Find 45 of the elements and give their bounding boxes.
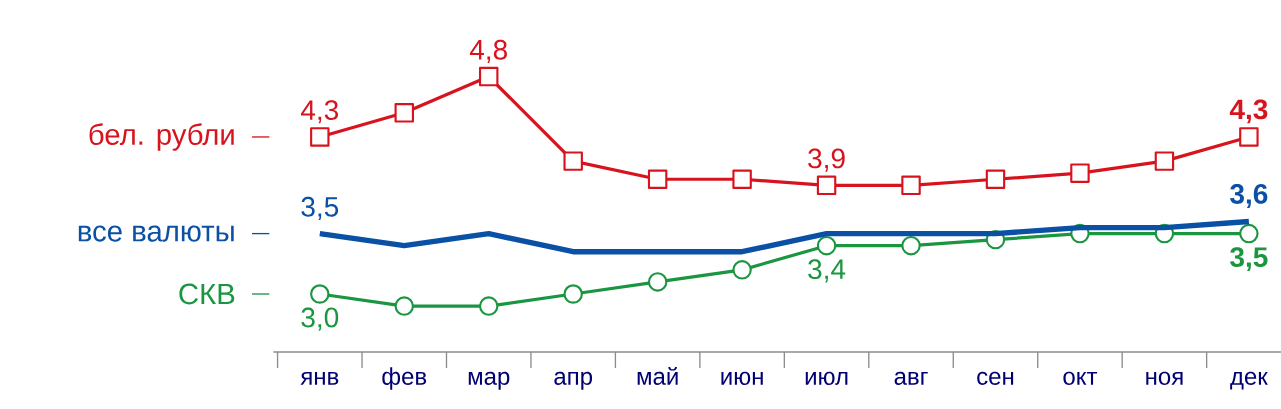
x-tick-label: окт [1063,371,1098,385]
point [732,169,752,189]
data-label: 4,3 [1229,99,1268,124]
point [901,175,921,196]
point [732,260,752,280]
point [563,151,583,171]
x-tick-label: июн [721,371,763,385]
x-tick-label: янв [300,372,339,385]
data-label: 4,8 [469,39,507,63]
data-label: 4,3 [300,100,339,124]
point [647,169,668,189]
x-tick-label: июл [805,371,848,385]
data-label: 3,5 [1230,247,1268,272]
point [816,175,837,196]
x-tick-label: фев [382,367,427,390]
point [563,284,583,304]
x-tick-label: май [637,366,678,385]
point [985,169,1006,189]
point [901,235,921,256]
legend-label: все валюты [78,225,234,242]
data-label: 3,4 [808,259,846,283]
x-tick-label: мар [468,371,510,390]
x-tick-label: дек [1230,371,1268,390]
point [478,66,499,87]
x-tick-label: авг [894,371,928,385]
x-tick-label: ноя [1146,371,1183,385]
point [1239,127,1259,147]
point [816,235,837,256]
point [1070,163,1090,183]
point [1239,223,1259,244]
legend-label: бел. рубли [89,123,234,151]
data-label: 3,0 [301,307,339,331]
point [310,127,330,147]
legend-label: СКВ [179,283,235,305]
point [394,103,414,123]
point [1154,151,1175,171]
point [647,272,668,292]
data-label: 3,5 [301,196,339,220]
data-label: 3,9 [808,148,845,172]
x-tick-label: сен [977,371,1014,385]
data-label: 3,6 [1230,184,1268,208]
x-tick-label: апр [554,371,593,390]
point [310,284,330,304]
point [394,296,414,316]
point [478,296,499,316]
